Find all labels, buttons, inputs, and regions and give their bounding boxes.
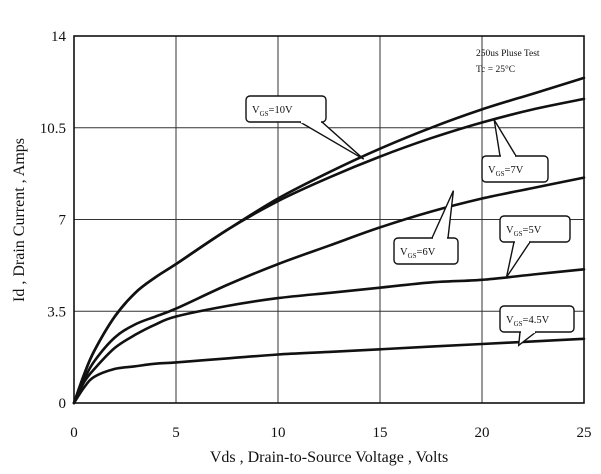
series-callout: VGS=5V <box>499 215 571 278</box>
series-label: VGS=6V <box>400 247 436 260</box>
plot-frame <box>73 35 585 404</box>
y-tick-label: 0 <box>59 396 67 412</box>
y-tick-label: 7 <box>59 213 67 229</box>
callout-layer: VGS=10V VGS=7V VGS=6V VGS=5V VGS=4.5V <box>245 95 575 347</box>
series-label: VGS=5V <box>506 225 542 238</box>
series-label: VGS=7V <box>488 165 524 178</box>
pulse-test-note: 250us Pluse Test <box>476 49 540 59</box>
callout-box <box>245 95 327 123</box>
series-callout: VGS=10V <box>245 95 365 160</box>
series-callout: VGS=4.5V <box>499 305 575 347</box>
series-callout: VGS=6V <box>393 190 459 265</box>
y-tick-label: 3.5 <box>47 304 66 320</box>
y-axis-title: Id , Drain Current , Amps <box>11 138 28 302</box>
callout-pointer <box>431 190 455 239</box>
series-label: VGS=10V <box>252 105 293 118</box>
x-tick-label: 5 <box>172 425 180 441</box>
x-tick-label: 15 <box>373 425 388 441</box>
callout-box <box>499 305 575 333</box>
callout-pointer <box>299 121 365 160</box>
tick-labels: 0 5 10 15 20 25 0 3.5 7 10.5 14 <box>40 29 592 441</box>
callout-box <box>499 215 571 243</box>
y-tick-label: 14 <box>51 29 67 45</box>
series-layer <box>72 76 586 405</box>
y-tick-label: 10.5 <box>40 121 66 137</box>
x-tick-label: 0 <box>70 425 78 441</box>
callout-pointer <box>493 119 517 157</box>
series-label: VGS=4.5V <box>506 315 550 328</box>
callout-pointer <box>517 331 537 347</box>
series-line <box>72 268 586 405</box>
series-callout: VGS=7V <box>481 119 549 183</box>
series-line <box>72 337 586 405</box>
callout-box <box>393 237 459 265</box>
callout-pointer <box>505 241 531 278</box>
case-temp-note: Tc = 25°C <box>476 64 515 75</box>
x-tick-label: 20 <box>475 425 490 441</box>
x-tick-label: 10 <box>271 425 286 441</box>
series-line <box>72 97 586 405</box>
x-axis-title: Vds , Drain-to-Source Voltage , Volts <box>210 449 448 466</box>
series-line <box>72 176 586 405</box>
x-tick-label: 25 <box>577 425 592 441</box>
